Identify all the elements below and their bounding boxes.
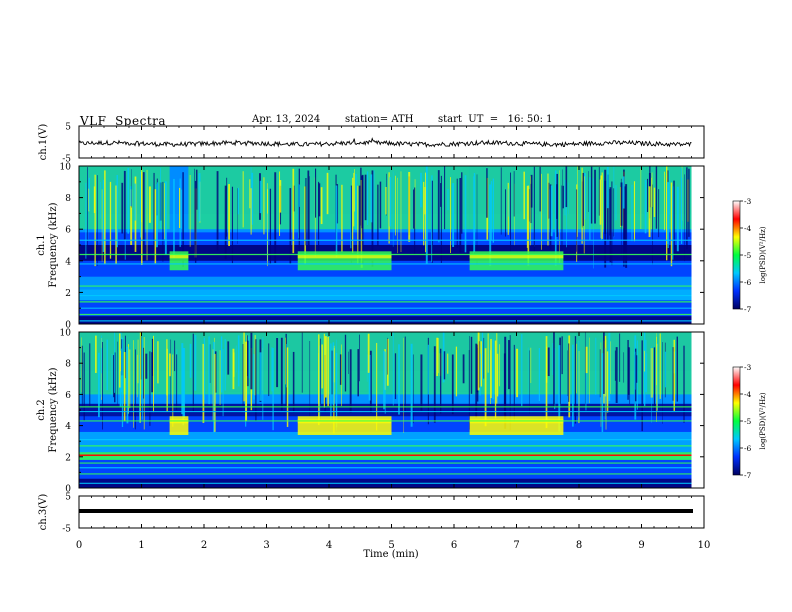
xtick-label: 4 bbox=[326, 540, 332, 551]
ytick-label: 2 bbox=[65, 289, 71, 299]
frequency-band bbox=[79, 289, 692, 301]
frequency-band bbox=[79, 316, 692, 324]
colorbar-tick-label: -4 bbox=[744, 390, 752, 399]
xtick-label: 6 bbox=[451, 540, 457, 551]
time-axis-ticks: 0 1 2 3 4 5 6 7 8 9 10 bbox=[76, 126, 711, 551]
ch1-spectrogram bbox=[79, 166, 704, 324]
ch3-ylabel: ch.3(V) bbox=[38, 494, 49, 531]
ytick-label: 4 bbox=[65, 257, 71, 267]
ytick-label: 10 bbox=[60, 329, 72, 339]
ytick-label: 5 bbox=[65, 493, 71, 503]
ytick-label: 10 bbox=[60, 163, 72, 173]
ytick-label: 6 bbox=[65, 391, 71, 401]
ch1-waveform-panel: 5 -5 ch.1(V) bbox=[38, 123, 705, 165]
ch3-yticks: 5 -5 bbox=[62, 493, 704, 535]
ch1-spec-ylabel-top: ch.1 bbox=[36, 234, 47, 256]
colorbar-label: log(PSD)(V²/Hz) bbox=[759, 392, 767, 449]
ch2-spectrogram-yticks: 0 2 4 6 8 10 bbox=[60, 329, 704, 495]
emission-band-4khz bbox=[169, 416, 189, 435]
high-frequency-emission bbox=[297, 166, 392, 230]
time-axis-label: Time (min) bbox=[363, 549, 418, 560]
ch1-spectrogram-yticks: 0 2 4 6 8 10 bbox=[60, 163, 704, 331]
xtick-label: 1 bbox=[138, 540, 144, 551]
ytick-label: 4 bbox=[65, 422, 71, 432]
station-label: station= ATH bbox=[345, 114, 414, 125]
xtick-label: 7 bbox=[513, 540, 519, 551]
frequency-band bbox=[79, 276, 692, 290]
colorbar-tick-label: -5 bbox=[744, 251, 752, 260]
ch2-spectrogram-panel: 0 2 4 6 8 10 ch.2 Frequency (kHz) bbox=[36, 329, 705, 495]
ytick-label: 8 bbox=[65, 360, 71, 370]
ch2-spec-ylabel: Frequency (kHz) bbox=[48, 367, 59, 452]
ch1-waveform-line bbox=[78, 137, 692, 148]
colorbar-tick-label: -7 bbox=[744, 471, 752, 480]
ch2-colorbar: -3 -4 -5 -6 -7 log(PSD)(V²/Hz) bbox=[732, 363, 767, 480]
colorbar-tick-label: -6 bbox=[744, 278, 752, 287]
xtick-label: 3 bbox=[263, 540, 269, 551]
ch3-waveform-panel: 5 -5 ch.3(V) 0 1 2 3 4 5 6 7 8 9 10 Time (min) bbox=[38, 126, 710, 560]
xtick-label: 2 bbox=[201, 540, 207, 551]
colorbar-tick-label: -7 bbox=[744, 305, 752, 314]
date-label: Apr. 13, 2024 bbox=[252, 114, 321, 125]
colorbar-tick-label: -6 bbox=[744, 444, 752, 453]
figure-title: VLF Spectra bbox=[80, 114, 167, 128]
ytick-label: 0 bbox=[65, 485, 71, 495]
high-frequency-emission bbox=[391, 166, 470, 230]
start-time-label: start UT = 16: 50: 1 bbox=[438, 114, 553, 125]
xtick-label: 10 bbox=[698, 540, 711, 551]
emission-band-4khz bbox=[469, 416, 564, 435]
xtick-label: 0 bbox=[76, 540, 82, 551]
colorbar-label: log(PSD)(V²/Hz) bbox=[759, 226, 767, 283]
emission-band-4khz-core bbox=[169, 254, 189, 259]
frequency-band bbox=[79, 232, 692, 245]
ch1-ylabel: ch.1(V) bbox=[38, 124, 49, 161]
colorbar-tick-label: -3 bbox=[744, 363, 752, 372]
colorbar-scale bbox=[732, 366, 741, 476]
ytick-label: 5 bbox=[65, 123, 71, 133]
ch1-spec-ylabel: Frequency (kHz) bbox=[48, 202, 59, 287]
xtick-label: 9 bbox=[638, 540, 644, 551]
ch2-spectrogram bbox=[79, 332, 704, 488]
ytick-label: 0 bbox=[65, 321, 71, 331]
ytick-label: -5 bbox=[62, 525, 71, 535]
ch2-spec-ylabel-top: ch.2 bbox=[36, 399, 47, 421]
ch1-colorbar: -3 -4 -5 -6 -7 log(PSD)(V²/Hz) bbox=[732, 197, 767, 314]
ytick-label: -5 bbox=[62, 155, 71, 165]
emission-band-4khz-core bbox=[469, 254, 564, 259]
xtick-label: 8 bbox=[576, 540, 582, 551]
colorbar-tick-label: -5 bbox=[744, 417, 752, 426]
ytick-label: 2 bbox=[65, 453, 71, 463]
frequency-band bbox=[79, 431, 692, 453]
ytick-label: 6 bbox=[65, 226, 71, 236]
emission-band-4khz bbox=[297, 416, 392, 435]
colorbar-tick-label: -3 bbox=[744, 197, 752, 206]
xtick-label: 5 bbox=[388, 540, 394, 551]
ch3-waveform-line bbox=[79, 509, 693, 513]
ytick-label: 8 bbox=[65, 194, 71, 204]
emission-band-4khz-core bbox=[297, 254, 392, 259]
ch1-yticks: 5 -5 bbox=[62, 123, 704, 165]
colorbar-tick-label: -4 bbox=[744, 224, 752, 233]
colorbar-scale bbox=[732, 200, 741, 310]
ch1-spectrogram-panel: 0 2 4 6 8 10 ch.1 Frequency (kHz) bbox=[36, 163, 705, 331]
